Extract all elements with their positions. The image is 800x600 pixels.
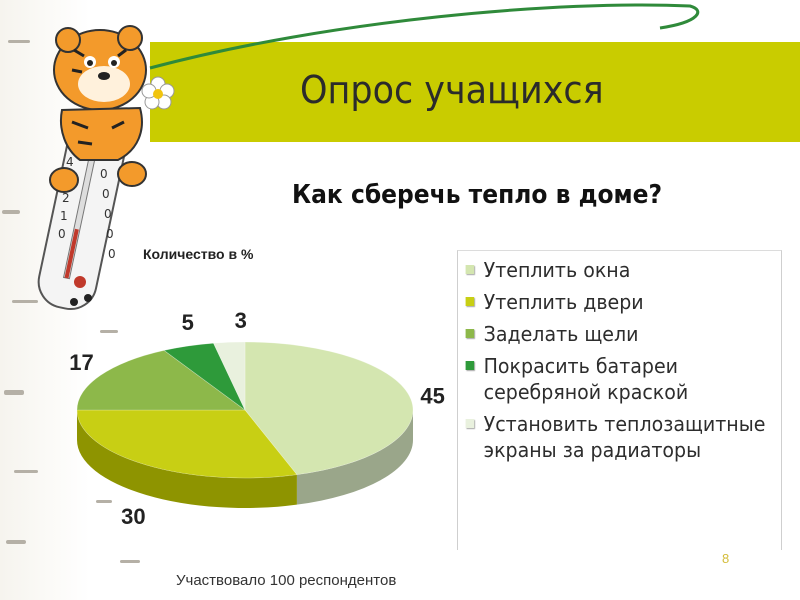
pie-data-label-4: 5 <box>182 310 194 335</box>
pie-slice-4 <box>163 342 246 411</box>
pie-slice-1 <box>244 341 414 475</box>
legend-swatch-4 <box>465 361 475 370</box>
legend-item-3: Заделать щели <box>458 321 769 347</box>
page-number: 8 <box>722 551 730 566</box>
chart-title: Как сберечь тепло в доме? <box>292 180 663 210</box>
pie-slice-side-2 <box>77 410 297 508</box>
svg-text:0: 0 <box>58 227 66 241</box>
pie-slice-2 <box>76 409 298 479</box>
svg-text:0: 0 <box>108 247 116 261</box>
svg-text:1: 1 <box>60 209 68 223</box>
legend-item-2: Утеплить двери <box>458 289 769 315</box>
svg-text:2: 2 <box>62 191 70 205</box>
legend-label-4: Покрасить батареи серебряной краской <box>483 354 689 404</box>
chart-legend: Утеплить окна Утеплить двери Заделать щели… <box>457 250 782 550</box>
legend-item-1: Утеплить окна <box>458 257 769 283</box>
pie-slice-3 <box>76 350 246 411</box>
legend-label-3: Заделать щели <box>483 322 639 346</box>
svg-text:0: 0 <box>100 167 108 181</box>
pie-slice-5 <box>213 341 246 411</box>
legend-swatch-2 <box>465 297 475 306</box>
svg-text:0: 0 <box>106 227 114 241</box>
swoosh-decoration <box>149 3 700 70</box>
legend-label-1: Утеплить окна <box>483 258 631 282</box>
title-band <box>150 42 800 142</box>
pie-data-label-3: 17 <box>69 350 93 375</box>
footer-note: Участвовало 100 респондентов <box>176 572 397 589</box>
pie-data-label-5: 3 <box>235 308 247 333</box>
pie-data-label-1: 45 <box>420 383 444 408</box>
svg-text:0: 0 <box>104 207 112 221</box>
tiger-mascot-icon: 543 210 000 000 <box>37 25 175 311</box>
svg-text:4: 4 <box>66 155 74 169</box>
pie-data-label-2: 30 <box>121 504 145 529</box>
legend-label-2: Утеплить двери <box>483 290 644 314</box>
legend-item-4: Покрасить батареи серебряной краской <box>458 353 769 405</box>
legend-item-5: Установить теплозащитные экраны за радиа… <box>458 411 769 463</box>
pie-slice-side-1 <box>296 410 413 505</box>
svg-text:0: 0 <box>102 187 110 201</box>
slide-title: Опрос учащихся <box>300 68 604 112</box>
chart-ylabel: Количество в % <box>143 246 254 262</box>
legend-swatch-5 <box>465 419 475 428</box>
legend-label-5: Установить теплозащитные экраны за радиа… <box>483 412 766 462</box>
legend-swatch-1 <box>465 265 475 274</box>
legend-swatch-3 <box>465 329 475 338</box>
pie-chart: 45 30 17 5 3 <box>69 308 445 529</box>
